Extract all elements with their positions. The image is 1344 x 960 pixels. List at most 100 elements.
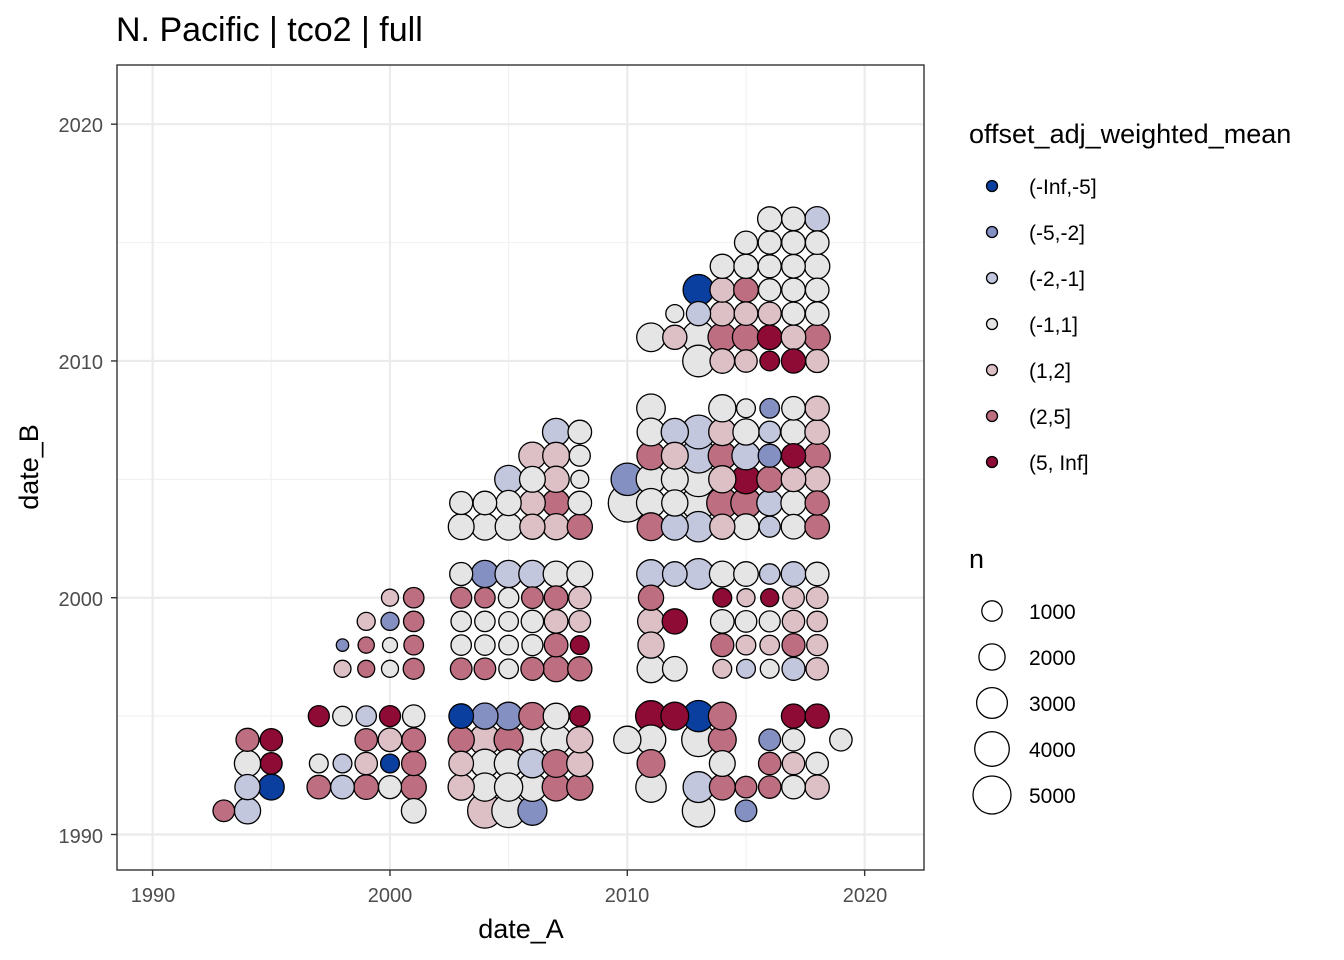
data-point (354, 751, 379, 776)
data-point (470, 512, 499, 541)
data-point (782, 586, 805, 610)
data-point (804, 395, 830, 422)
data-point (803, 466, 831, 493)
data-point (259, 752, 283, 775)
color-legend-key (985, 363, 999, 377)
data-point (380, 659, 400, 678)
data-point (566, 773, 594, 801)
data-point (661, 608, 689, 635)
data-point (570, 469, 590, 489)
data-point (708, 560, 736, 588)
data-point (709, 300, 736, 327)
data-point (568, 444, 591, 467)
x-tick-marks (151, 870, 866, 876)
data-point (447, 726, 475, 754)
data-point (494, 512, 523, 541)
data-point (806, 610, 829, 633)
color-legend-label: (-1,1] (1029, 314, 1078, 337)
data-point (781, 230, 806, 256)
data-point (518, 441, 547, 470)
data-point (781, 751, 806, 776)
data-point (568, 609, 592, 633)
data-point (474, 586, 496, 609)
data-point (709, 276, 736, 303)
data-point (498, 610, 520, 632)
data-point (756, 324, 783, 351)
data-point (804, 513, 831, 540)
data-point (709, 608, 735, 634)
data-point (758, 610, 781, 633)
data-point (636, 322, 666, 353)
data-point (233, 797, 262, 825)
x-axis-title: date_A (478, 914, 564, 944)
data-point (520, 586, 544, 610)
data-point (449, 657, 473, 681)
data-point (498, 634, 520, 656)
data-point (449, 561, 474, 587)
data-point (734, 349, 758, 373)
data-point (402, 610, 425, 633)
data-point (660, 417, 690, 447)
data-point (636, 559, 666, 589)
data-point (803, 323, 831, 352)
data-point (709, 513, 736, 540)
x-tick-label-2010: 2010 (605, 885, 650, 907)
data-point (759, 350, 781, 372)
data-point (542, 702, 570, 730)
color-legend-key (985, 317, 999, 331)
color-legend-label: (5, Inf] (1029, 452, 1089, 475)
data-point (235, 727, 260, 752)
data-point (757, 775, 782, 799)
data-point (400, 773, 427, 801)
data-point (708, 773, 736, 801)
data-point (332, 705, 353, 727)
data-point (781, 656, 806, 681)
data-point (332, 753, 353, 774)
data-point (498, 658, 520, 680)
y-tick-label-2010: 2010 (59, 352, 104, 374)
data-points (212, 205, 853, 829)
data-point (495, 489, 522, 517)
data-point (402, 586, 425, 609)
data-point (518, 701, 547, 731)
data-point (805, 586, 829, 610)
data-point (731, 323, 761, 352)
data-point (357, 659, 376, 678)
data-point (377, 774, 403, 800)
data-point (333, 659, 352, 678)
data-point (734, 609, 758, 633)
data-point (493, 772, 524, 802)
data-point (569, 635, 590, 656)
data-point (400, 797, 427, 824)
data-point (756, 206, 783, 232)
data-point (781, 609, 806, 634)
data-point (636, 654, 666, 684)
size-legend-keys (972, 600, 1012, 815)
data-point (403, 634, 425, 656)
data-point (759, 634, 781, 656)
color-legend-key (985, 271, 999, 285)
data-point (733, 561, 759, 587)
data-point (400, 750, 427, 777)
data-point (401, 727, 427, 753)
data-point (733, 230, 759, 255)
chart-title: N. Pacific | tco2 | full (116, 11, 423, 49)
data-point (734, 799, 758, 823)
data-point (520, 656, 545, 681)
data-point (661, 489, 689, 517)
data-point (474, 610, 496, 633)
y-tick-marks (111, 123, 117, 836)
data-point (353, 774, 380, 801)
data-point (543, 632, 569, 658)
size-legend-label: 1000 (1029, 601, 1076, 624)
data-point (804, 205, 831, 232)
data-point (473, 657, 497, 681)
data-point (804, 774, 830, 800)
data-point (712, 658, 733, 679)
data-point (757, 278, 782, 302)
color-legend-label: (-Inf,-5] (1029, 176, 1097, 199)
data-point (356, 611, 376, 632)
data-point (759, 658, 780, 679)
data-point (781, 277, 806, 303)
data-point (636, 512, 666, 542)
